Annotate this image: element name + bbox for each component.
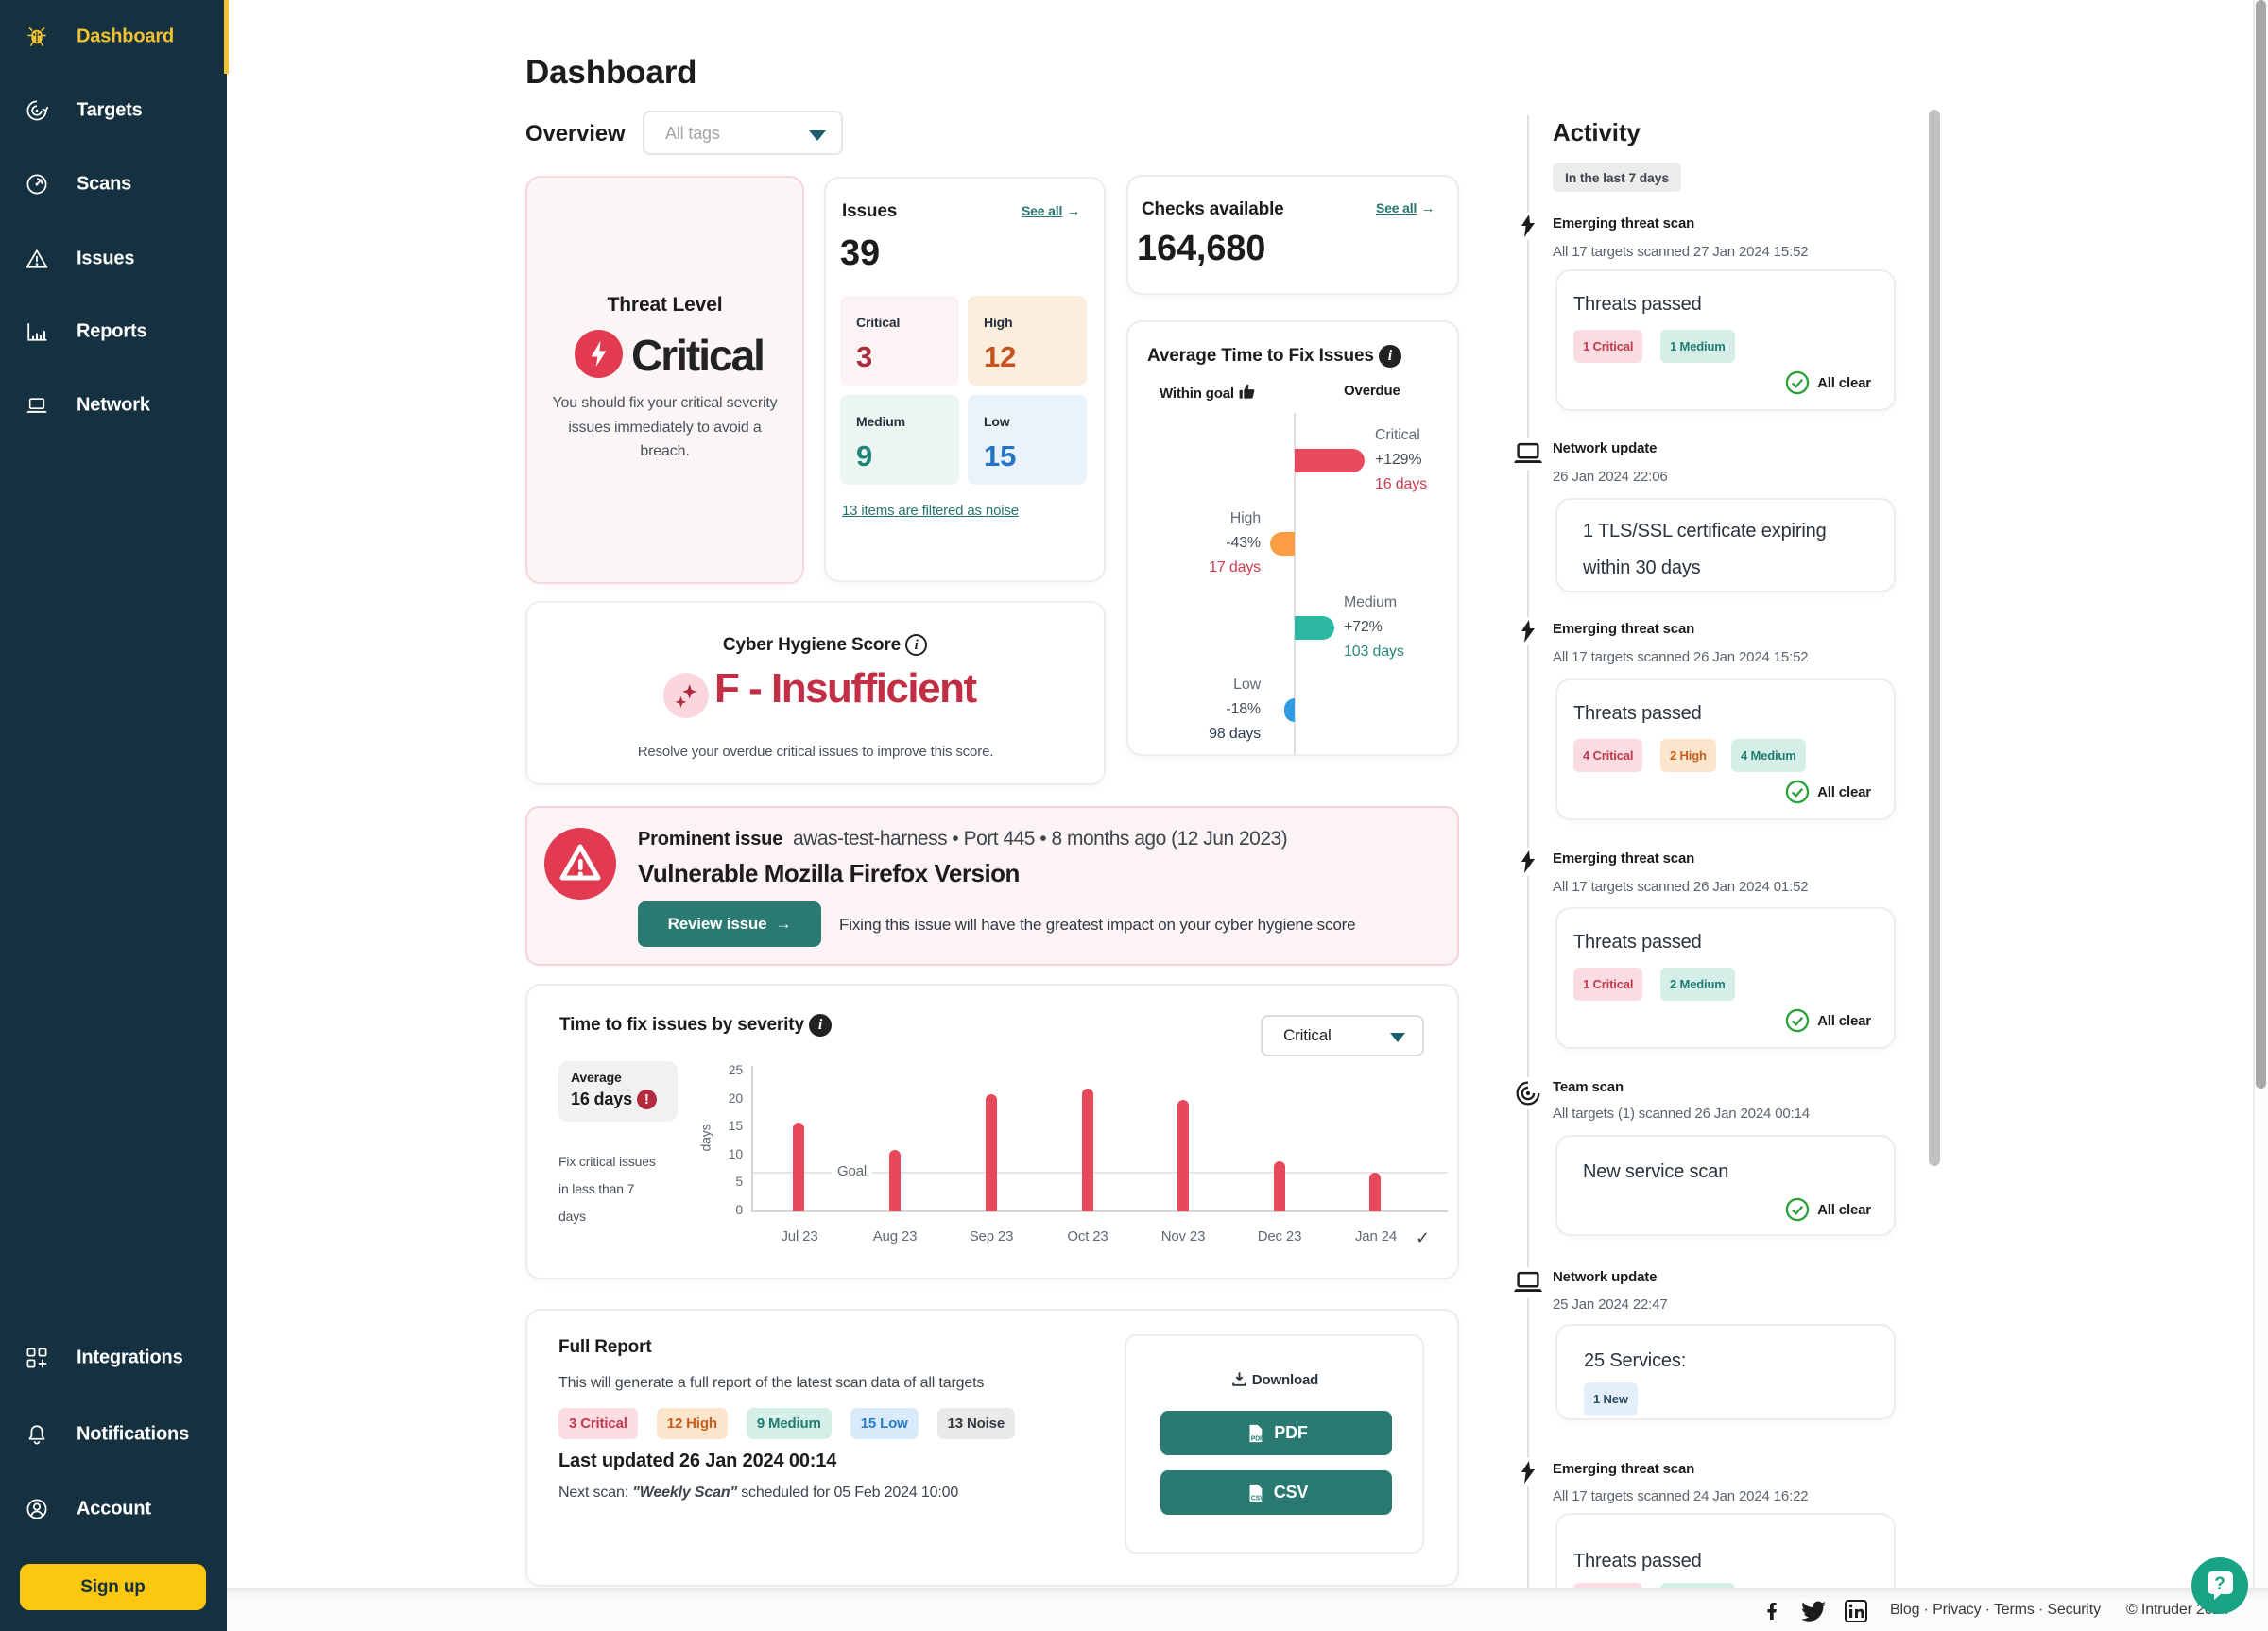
svg-text:CSV: CSV: [1251, 1495, 1264, 1502]
svg-text:PDF: PDF: [1251, 1435, 1263, 1442]
svg-text:?: ?: [2214, 1574, 2225, 1594]
